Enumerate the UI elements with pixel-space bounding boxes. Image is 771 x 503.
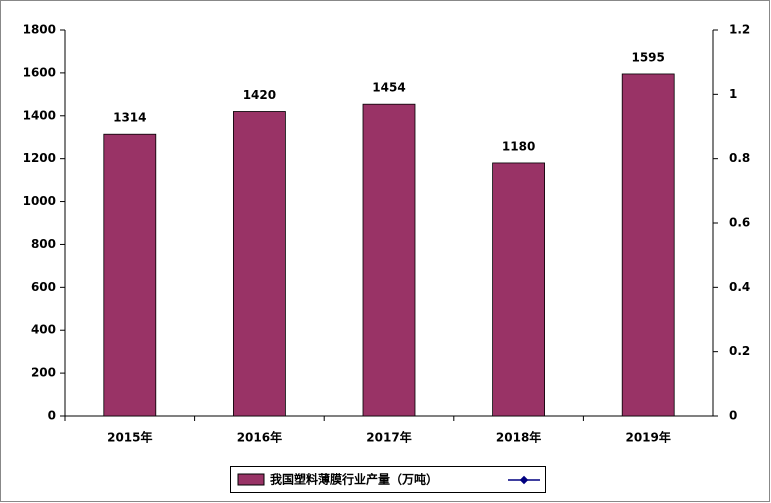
bar xyxy=(232,111,286,417)
y2-tick-label: 0.4 xyxy=(729,280,750,294)
y2-tick-label: 1.2 xyxy=(729,23,750,37)
y-tick-label: 1400 xyxy=(23,108,56,122)
y-tick-label: 1000 xyxy=(23,194,56,208)
bar xyxy=(492,162,546,417)
bar xyxy=(103,133,157,417)
legend-label: 我国塑料薄膜行业产量（万吨） xyxy=(270,472,438,487)
bar xyxy=(362,103,416,417)
y2-tick-label: 0.8 xyxy=(729,151,750,165)
data-label: 1180 xyxy=(502,139,535,153)
legend-swatch xyxy=(237,473,265,486)
y2-tick-label: 1 xyxy=(729,87,737,101)
y-tick-label: 800 xyxy=(31,237,56,251)
y-tick-label: 400 xyxy=(31,323,56,337)
data-label: 1420 xyxy=(243,88,276,102)
y-tick-label: 1600 xyxy=(23,65,56,79)
data-label: 1595 xyxy=(631,50,664,64)
data-label: 1454 xyxy=(372,81,405,95)
y-tick-label: 0 xyxy=(48,409,56,423)
y-tick-label: 600 xyxy=(31,280,56,294)
x-tick-label: 2016年 xyxy=(237,430,282,445)
y-tick-label: 200 xyxy=(31,366,56,380)
x-tick-label: 2015年 xyxy=(107,430,152,445)
y-tick-label: 1800 xyxy=(23,23,56,37)
y2-tick-label: 0.2 xyxy=(729,344,750,358)
data-label: 1314 xyxy=(113,111,146,125)
x-tick-label: 2018年 xyxy=(496,430,541,445)
y-tick-label: 1200 xyxy=(23,151,56,165)
y2-tick-label: 0.6 xyxy=(729,216,750,230)
x-tick-label: 2017年 xyxy=(366,430,411,445)
y2-tick-label: 0 xyxy=(729,409,737,423)
x-tick-label: 2019年 xyxy=(625,430,670,445)
legend-marker xyxy=(519,475,529,485)
legend-box xyxy=(230,466,546,493)
bar xyxy=(621,73,675,417)
